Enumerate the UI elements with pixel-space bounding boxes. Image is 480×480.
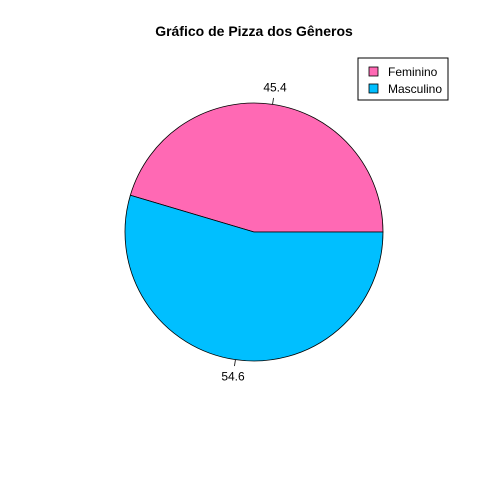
pie-label-tick-masculino <box>234 359 236 367</box>
pie-label-masculino: 54.6 <box>221 369 245 383</box>
legend: Feminino Masculino <box>357 57 449 101</box>
chart-title: Gráfico de Pizza dos Gêneros <box>155 23 353 39</box>
pie-slices <box>124 102 384 362</box>
legend-key-masculino <box>368 83 379 94</box>
pie-labels: 45.4 54.6 <box>221 81 287 384</box>
legend-key-feminino <box>368 66 379 77</box>
pie-slice-masculino <box>124 194 384 362</box>
legend-label-feminino: Feminino <box>388 65 438 79</box>
pie-label-tick-feminino <box>272 97 274 105</box>
pie-slice-feminino <box>129 102 384 233</box>
pie-label-feminino: 45.4 <box>263 81 287 95</box>
legend-label-masculino: Masculino <box>388 82 442 96</box>
